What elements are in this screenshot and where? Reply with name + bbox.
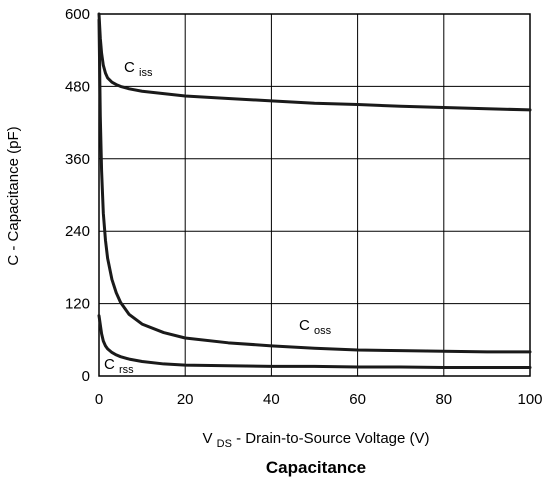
y-tick-label: 120 xyxy=(65,296,90,313)
series-label-coss-main: C xyxy=(299,317,310,334)
x-axis-title-rest: - Drain-to-Source Voltage (V) xyxy=(236,430,429,447)
series-label-coss: C oss xyxy=(299,317,332,337)
plot-frame xyxy=(98,13,531,377)
series-line-crss xyxy=(97,314,532,370)
series-label-crss: C rss xyxy=(104,356,134,376)
y-tick-label: 360 xyxy=(65,151,90,168)
x-tick-label: 80 xyxy=(435,391,452,408)
y-tick-label: 600 xyxy=(65,6,90,23)
series-label-ciss-main: C xyxy=(124,59,135,76)
x-tick-label: 60 xyxy=(349,391,366,408)
x-tick-label: 40 xyxy=(263,391,280,408)
x-axis-title-main: V xyxy=(202,430,212,447)
x-tick-label: 100 xyxy=(517,391,542,408)
chart-title: Capacitance xyxy=(266,458,366,477)
tick-labels: 0 20 40 60 80 100 0 120 240 360 480 600 xyxy=(65,6,543,408)
y-tick-label: 480 xyxy=(65,78,90,95)
series-line-ciss xyxy=(97,12,532,112)
y-axis-title: C - Capacitance (pF) xyxy=(5,126,22,265)
series-lines xyxy=(97,12,532,370)
series-label-coss-sub: oss xyxy=(314,325,332,337)
x-axis-title-sub: DS xyxy=(217,438,232,450)
y-tick-label: 240 xyxy=(65,223,90,240)
series-label-crss-main: C xyxy=(104,356,115,373)
x-tick-label: 0 xyxy=(95,391,103,408)
series-label-ciss: C iss xyxy=(124,59,153,79)
series-label-crss-sub: rss xyxy=(119,364,134,376)
series-label-ciss-sub: iss xyxy=(139,67,153,79)
y-tick-label: 0 xyxy=(82,368,90,385)
x-tick-label: 20 xyxy=(177,391,194,408)
x-axis-title: V DS - Drain-to-Source Voltage (V) xyxy=(202,430,429,451)
grid-lines xyxy=(99,14,530,376)
series-line-coss xyxy=(97,18,532,354)
